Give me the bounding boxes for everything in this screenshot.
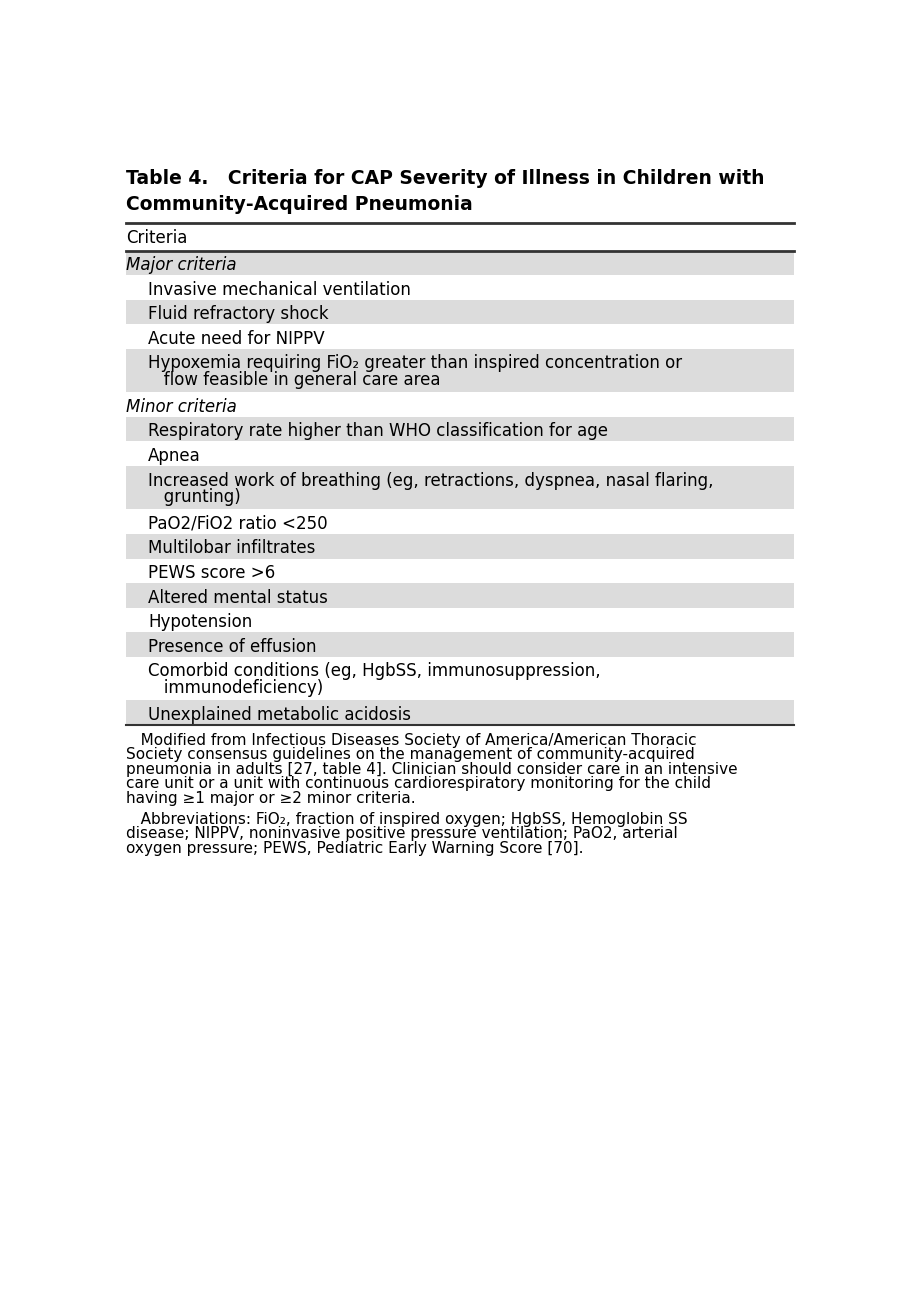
Text: immunodeficiency): immunodeficiency) xyxy=(148,680,323,698)
Text: Table 4.   Criteria for CAP Severity of Illness in Children with: Table 4. Criteria for CAP Severity of Il… xyxy=(127,169,765,187)
Text: Hypoxemia requiring FiO₂ greater than inspired concentration or: Hypoxemia requiring FiO₂ greater than in… xyxy=(148,354,682,372)
Text: Comorbid conditions (eg, HgbSS, immunosuppression,: Comorbid conditions (eg, HgbSS, immunosu… xyxy=(148,663,601,681)
Text: Increased work of breathing (eg, retractions, dyspnea, nasal flaring,: Increased work of breathing (eg, retract… xyxy=(148,472,713,490)
Text: Minor criteria: Minor criteria xyxy=(127,398,237,416)
Bar xyxy=(127,300,794,324)
Bar xyxy=(127,700,794,725)
Text: Abbreviations: FiO₂, fraction of inspired oxygen; HgbSS, Hemoglobin SS: Abbreviations: FiO₂, fraction of inspire… xyxy=(127,811,688,827)
Text: Acute need for NIPPV: Acute need for NIPPV xyxy=(148,329,324,348)
Text: flow feasible in general care area: flow feasible in general care area xyxy=(148,371,440,389)
Text: Criteria: Criteria xyxy=(127,229,188,247)
Text: Respiratory rate higher than WHO classification for age: Respiratory rate higher than WHO classif… xyxy=(148,422,608,441)
Text: Apnea: Apnea xyxy=(148,447,200,465)
Text: Modified from Infectious Diseases Society of America/American Thoracic: Modified from Infectious Diseases Societ… xyxy=(127,733,697,748)
Text: Invasive mechanical ventilation: Invasive mechanical ventilation xyxy=(148,280,410,298)
Text: PEWS score >6: PEWS score >6 xyxy=(148,563,275,581)
Text: Altered mental status: Altered mental status xyxy=(148,589,328,606)
Text: having ≥1 major or ≥2 minor criteria.: having ≥1 major or ≥2 minor criteria. xyxy=(127,791,416,806)
Text: Society consensus guidelines on the management of community-acquired: Society consensus guidelines on the mana… xyxy=(127,747,695,762)
Bar xyxy=(127,466,794,509)
Bar xyxy=(127,251,794,275)
Text: Fluid refractory shock: Fluid refractory shock xyxy=(148,305,329,323)
Bar xyxy=(127,633,794,658)
Text: disease; NIPPV, noninvasive positive pressure ventilation; PaO2, arterial: disease; NIPPV, noninvasive positive pre… xyxy=(127,827,678,841)
Text: Unexplained metabolic acidosis: Unexplained metabolic acidosis xyxy=(148,705,411,724)
Text: Community-Acquired Pneumonia: Community-Acquired Pneumonia xyxy=(127,195,473,214)
Bar xyxy=(127,417,794,442)
Bar xyxy=(127,349,794,393)
Text: care unit or a unit with continuous cardiorespiratory monitoring for the child: care unit or a unit with continuous card… xyxy=(127,776,711,792)
Text: grunting): grunting) xyxy=(148,488,241,506)
Text: pneumonia in adults [27, table 4]. Clinician should consider care in an intensiv: pneumonia in adults [27, table 4]. Clini… xyxy=(127,762,738,776)
Text: Presence of effusion: Presence of effusion xyxy=(148,638,316,656)
Text: PaO2/FiO2 ratio <250: PaO2/FiO2 ratio <250 xyxy=(148,514,328,532)
Text: Hypotension: Hypotension xyxy=(148,614,252,632)
Text: Major criteria: Major criteria xyxy=(127,256,237,274)
Text: Multilobar infiltrates: Multilobar infiltrates xyxy=(148,539,315,557)
Bar xyxy=(127,583,794,607)
Bar xyxy=(127,534,794,558)
Text: oxygen pressure; PEWS, Pediatric Early Warning Score [70].: oxygen pressure; PEWS, Pediatric Early W… xyxy=(127,841,584,857)
